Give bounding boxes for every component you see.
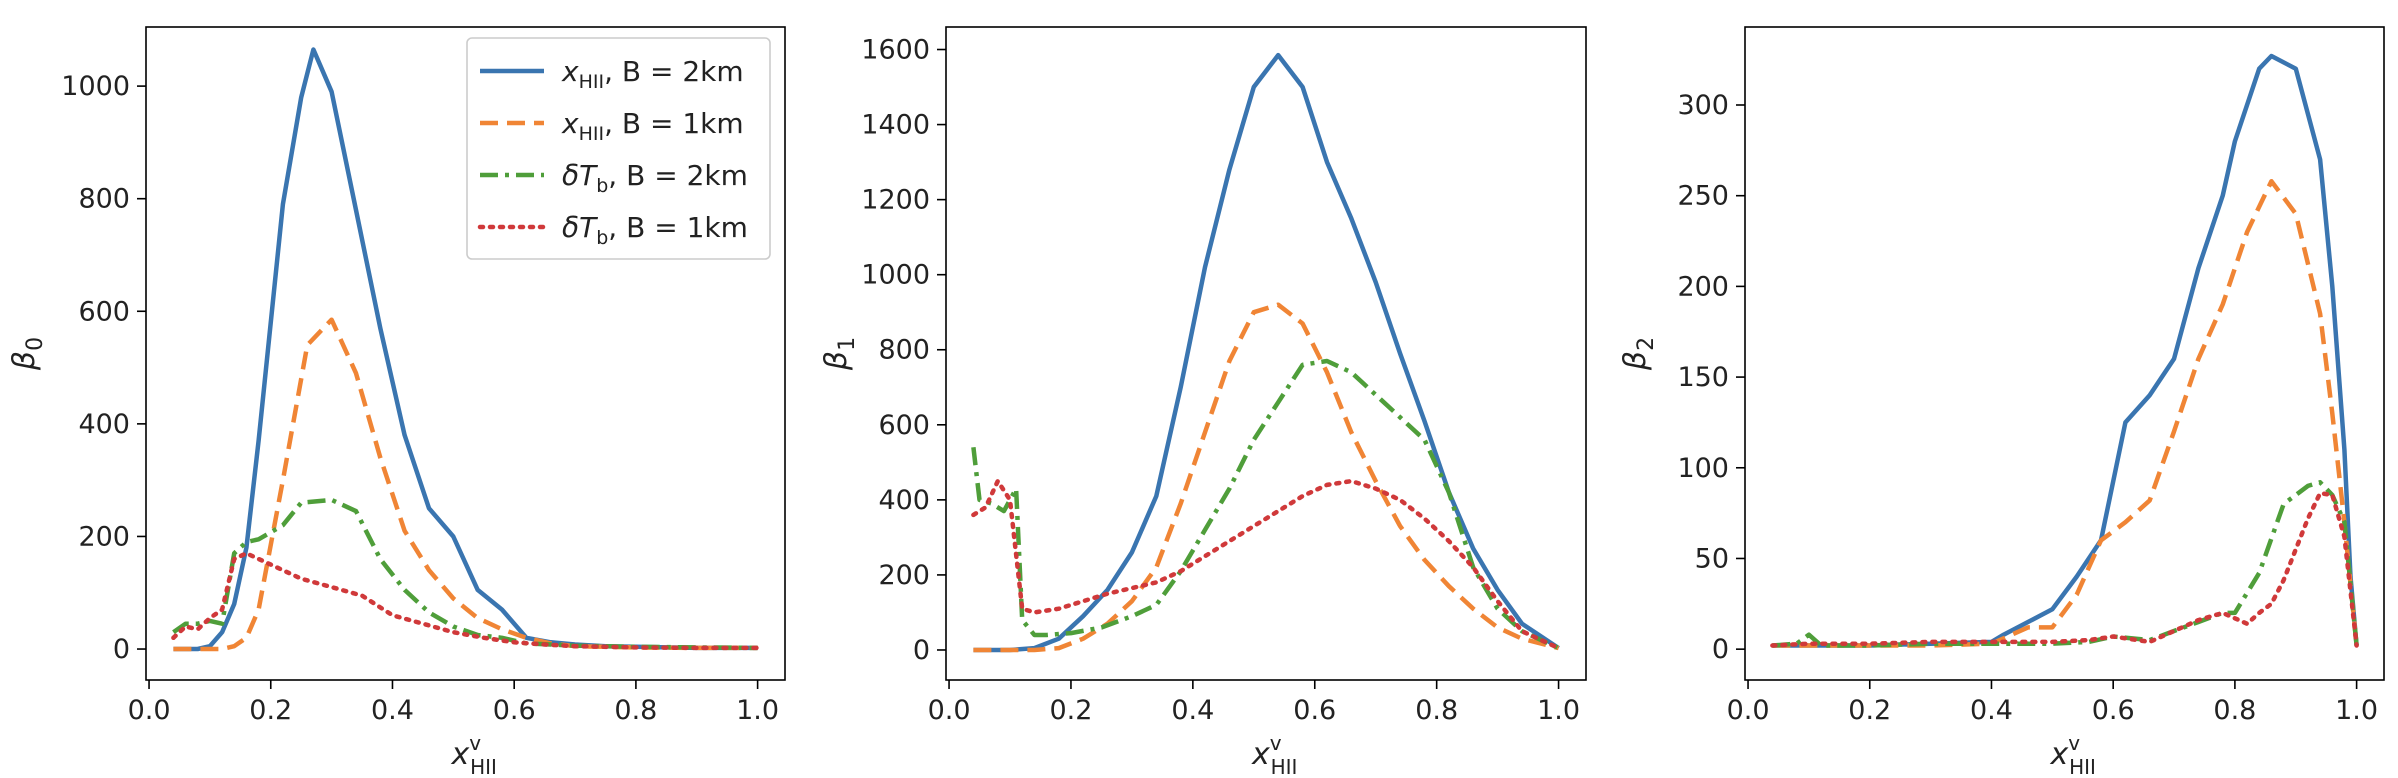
legend: xHII, B = 2km xHII, B = 1km δTb, B = 2km δT… <box>466 37 771 260</box>
panel-beta1: 0.0 0.2 0.4 0.6 0.8 1.0 0 200 400 600 800 1000 1200 1… <box>819 26 1587 778</box>
x-tick-label: 1.0 <box>2335 695 2378 726</box>
x-tick-label: 0.6 <box>493 695 536 726</box>
y-tick-label: 1200 <box>861 185 930 216</box>
y-tick-label: 1000 <box>861 260 930 291</box>
x-tick-label: 0.4 <box>371 695 414 726</box>
panel-beta2: 0.0 0.2 0.4 0.6 0.8 1.0 0 50 100 150 200 250 300 xv HI… <box>1618 26 2385 778</box>
y-tick-label: 600 <box>78 296 130 327</box>
y-tick-label: 0 <box>913 635 930 666</box>
y-tick-label: 300 <box>1677 90 1729 121</box>
plot-frame <box>145 26 786 681</box>
series-dtb-b1km-line <box>171 551 760 651</box>
x-tick-label: 0.4 <box>1970 695 2013 726</box>
x-tick-label: 0.0 <box>928 695 971 726</box>
y-tick-label: 250 <box>1677 181 1729 212</box>
y-tick-label: 1600 <box>861 35 930 66</box>
y-tick-label: 150 <box>1677 362 1729 393</box>
panel-beta0: 0.0 0.2 0.4 0.6 0.8 1.0 0 200 400 600 800 1000 xv HII… <box>7 26 786 778</box>
legend-label: δTb, B = 1km <box>562 211 748 249</box>
series-dtb-b2km-line <box>172 497 758 651</box>
series-dtb-b1km-line <box>971 478 1561 651</box>
x-tick-label: 0.0 <box>1727 695 1770 726</box>
x-tick-label: 0.2 <box>1049 695 1092 726</box>
x-tick-label: 1.0 <box>1537 695 1580 726</box>
y-tick-label: 1400 <box>861 110 930 141</box>
series-dtb-b1km-line <box>1770 490 2359 648</box>
x-tick-label: 0.2 <box>1848 695 1891 726</box>
y-tick-label: 0 <box>113 634 130 665</box>
x-tick-label: 0.4 <box>1171 695 1214 726</box>
series-xhii-b2km-line <box>973 52 1560 653</box>
y-tick-label: 1000 <box>61 71 130 102</box>
y-axis-label: β0 <box>7 337 48 371</box>
legend-box <box>466 37 771 260</box>
y-axis-label: β1 <box>819 337 860 371</box>
x-tick-label: 0.8 <box>1415 695 1458 726</box>
y-tick-label: 800 <box>78 184 130 215</box>
y-tick-label: 50 <box>1695 543 1729 574</box>
legend-label: xHII, B = 1km <box>561 107 744 145</box>
y-axis-label: β2 <box>1618 337 1659 371</box>
y-tick-label: 600 <box>878 410 930 441</box>
y-tick-label: 200 <box>78 521 130 552</box>
legend-label: δTb, B = 2km <box>562 159 748 197</box>
y-tick-label: 400 <box>78 409 130 440</box>
series-dtb-b2km-line <box>971 358 1560 651</box>
x-tick-label: 1.0 <box>736 695 779 726</box>
y-tick-label: 0 <box>1712 634 1729 665</box>
x-axis-label: xv HII <box>2050 731 2096 778</box>
x-tick-label: 0.0 <box>128 695 171 726</box>
x-tick-label: 0.6 <box>2092 695 2135 726</box>
x-tick-label: 0.6 <box>1293 695 1336 726</box>
series-xhii-b1km-line <box>973 302 1560 653</box>
x-axis-label: xv HII <box>451 731 497 778</box>
y-tick-label: 400 <box>878 485 930 516</box>
x-tick-label: 0.8 <box>614 695 657 726</box>
y-tick-label: 200 <box>1677 271 1729 302</box>
plot-frame <box>1744 26 2385 681</box>
x-tick-label: 0.2 <box>249 695 292 726</box>
x-axis-label: xv HII <box>1251 731 1297 778</box>
y-tick-label: 800 <box>878 335 930 366</box>
plot-frame <box>945 26 1587 681</box>
y-tick-label: 100 <box>1677 453 1729 484</box>
x-tick-label: 0.8 <box>2213 695 2256 726</box>
y-tick-label: 200 <box>878 560 930 591</box>
legend-label: xHII, B = 2km <box>561 55 744 93</box>
